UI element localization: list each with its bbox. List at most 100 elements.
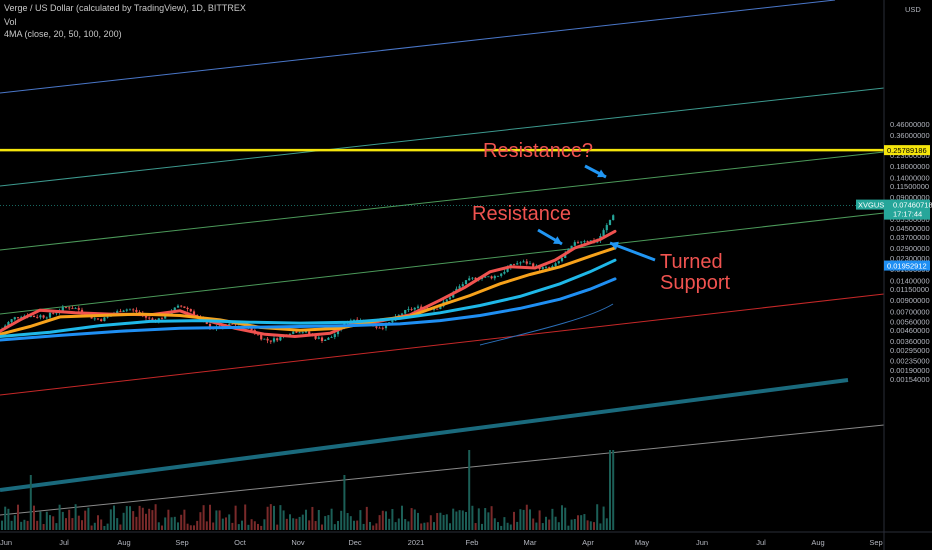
volume-bar	[561, 505, 563, 530]
candle-body	[576, 242, 580, 243]
volume-bar	[465, 511, 467, 530]
candle-body	[308, 331, 311, 335]
volume-bar	[13, 515, 16, 530]
candle-body	[231, 323, 234, 325]
volume-bar	[548, 519, 551, 530]
volume-bar	[436, 513, 439, 530]
volume-bar	[221, 518, 224, 530]
volume-bar	[23, 519, 26, 530]
volume-bar	[202, 505, 205, 530]
candle-body	[29, 315, 32, 317]
candle-body	[352, 319, 356, 321]
volume-bar	[282, 510, 285, 530]
candle-body	[487, 276, 490, 278]
price-tick-label: 0.03700000	[890, 233, 930, 242]
volume-bar	[225, 517, 227, 530]
candle-body	[378, 327, 381, 329]
time-tick-label: Aug	[117, 538, 130, 547]
ma-50-line	[0, 246, 617, 336]
volume-bar	[52, 516, 55, 530]
candle-body	[391, 320, 394, 323]
volume-bar	[1, 520, 3, 530]
time-tick-label: Jul	[59, 538, 69, 547]
candle-body	[432, 308, 436, 310]
volume-bar	[36, 520, 39, 530]
volume-bar	[426, 522, 429, 530]
volume-bar	[324, 516, 327, 530]
volume-bar	[487, 512, 490, 530]
volume-bar	[205, 521, 208, 530]
volume-bar	[17, 504, 19, 530]
channel-line	[0, 212, 885, 315]
candle-body	[583, 241, 586, 242]
volume-bar	[458, 510, 461, 530]
candle-body	[330, 337, 333, 338]
candle-body	[260, 334, 263, 340]
candle-body	[10, 319, 13, 323]
volume-bar	[49, 515, 51, 530]
price-tick-label: 0.02300000	[890, 254, 930, 263]
last-price-countdown: 17:17:44	[893, 210, 922, 219]
volume-bar	[391, 509, 394, 530]
time-tick-label: Jun	[696, 538, 708, 547]
candle-body	[336, 328, 340, 335]
volume-bar	[461, 510, 464, 530]
volume-bar	[161, 525, 163, 530]
volume-bar	[157, 522, 160, 530]
candle-body	[586, 241, 589, 242]
candle-body	[608, 220, 612, 226]
volume-bar	[388, 518, 391, 530]
candle-body	[464, 280, 468, 285]
candle-body	[551, 266, 554, 268]
candle-body	[554, 263, 557, 267]
volume-bar	[301, 514, 304, 530]
candle-body	[448, 297, 452, 300]
candle-body	[410, 309, 413, 310]
volume-bar	[289, 514, 291, 530]
annotation-arrowhead	[597, 169, 606, 178]
volume-bar	[20, 521, 23, 530]
candle-body	[548, 267, 551, 268]
price-tick-label: 0.11500000	[890, 182, 929, 191]
volume-bar	[273, 505, 275, 530]
trendline	[0, 378, 849, 492]
volume-bar	[138, 505, 141, 530]
volume-bar	[189, 525, 192, 530]
ma-200-line	[0, 277, 617, 342]
volume-bar	[74, 504, 77, 530]
volume-bar	[567, 525, 570, 530]
volume-bar	[257, 523, 259, 530]
price-tick-label: 0.00154000	[890, 375, 930, 384]
volume-bar	[381, 510, 384, 530]
volume-bar	[577, 515, 579, 530]
candle-body	[7, 322, 10, 326]
candle-body	[144, 315, 148, 318]
candle-body	[612, 215, 615, 221]
candle-body	[532, 263, 535, 268]
volume-bar	[337, 520, 339, 530]
candle-body	[516, 263, 519, 265]
candle-body	[333, 334, 336, 338]
annotation-text: Resistance	[472, 203, 571, 225]
candle-body	[173, 307, 176, 312]
volume-bar	[39, 511, 42, 530]
ma-marker-label: 0.01952912	[887, 262, 927, 271]
candle-body	[77, 308, 80, 310]
annotation-arrows	[537, 164, 656, 262]
candle-body	[266, 338, 269, 341]
volume-bar	[125, 506, 128, 530]
price-tick-label: 0.00295000	[890, 346, 930, 355]
candle-body	[314, 335, 317, 339]
ma-thin-line	[479, 303, 614, 346]
volume-bar	[570, 519, 573, 530]
volume-bar	[599, 523, 602, 530]
time-tick-label: Feb	[466, 538, 479, 547]
volume-bar	[612, 450, 615, 530]
volume-bar	[141, 507, 144, 530]
volume-bar	[580, 515, 583, 530]
time-tick-label: Aug	[811, 538, 824, 547]
time-tick-label: Sep	[175, 538, 188, 547]
volume-bar	[586, 520, 589, 530]
volume-bar	[314, 521, 317, 530]
